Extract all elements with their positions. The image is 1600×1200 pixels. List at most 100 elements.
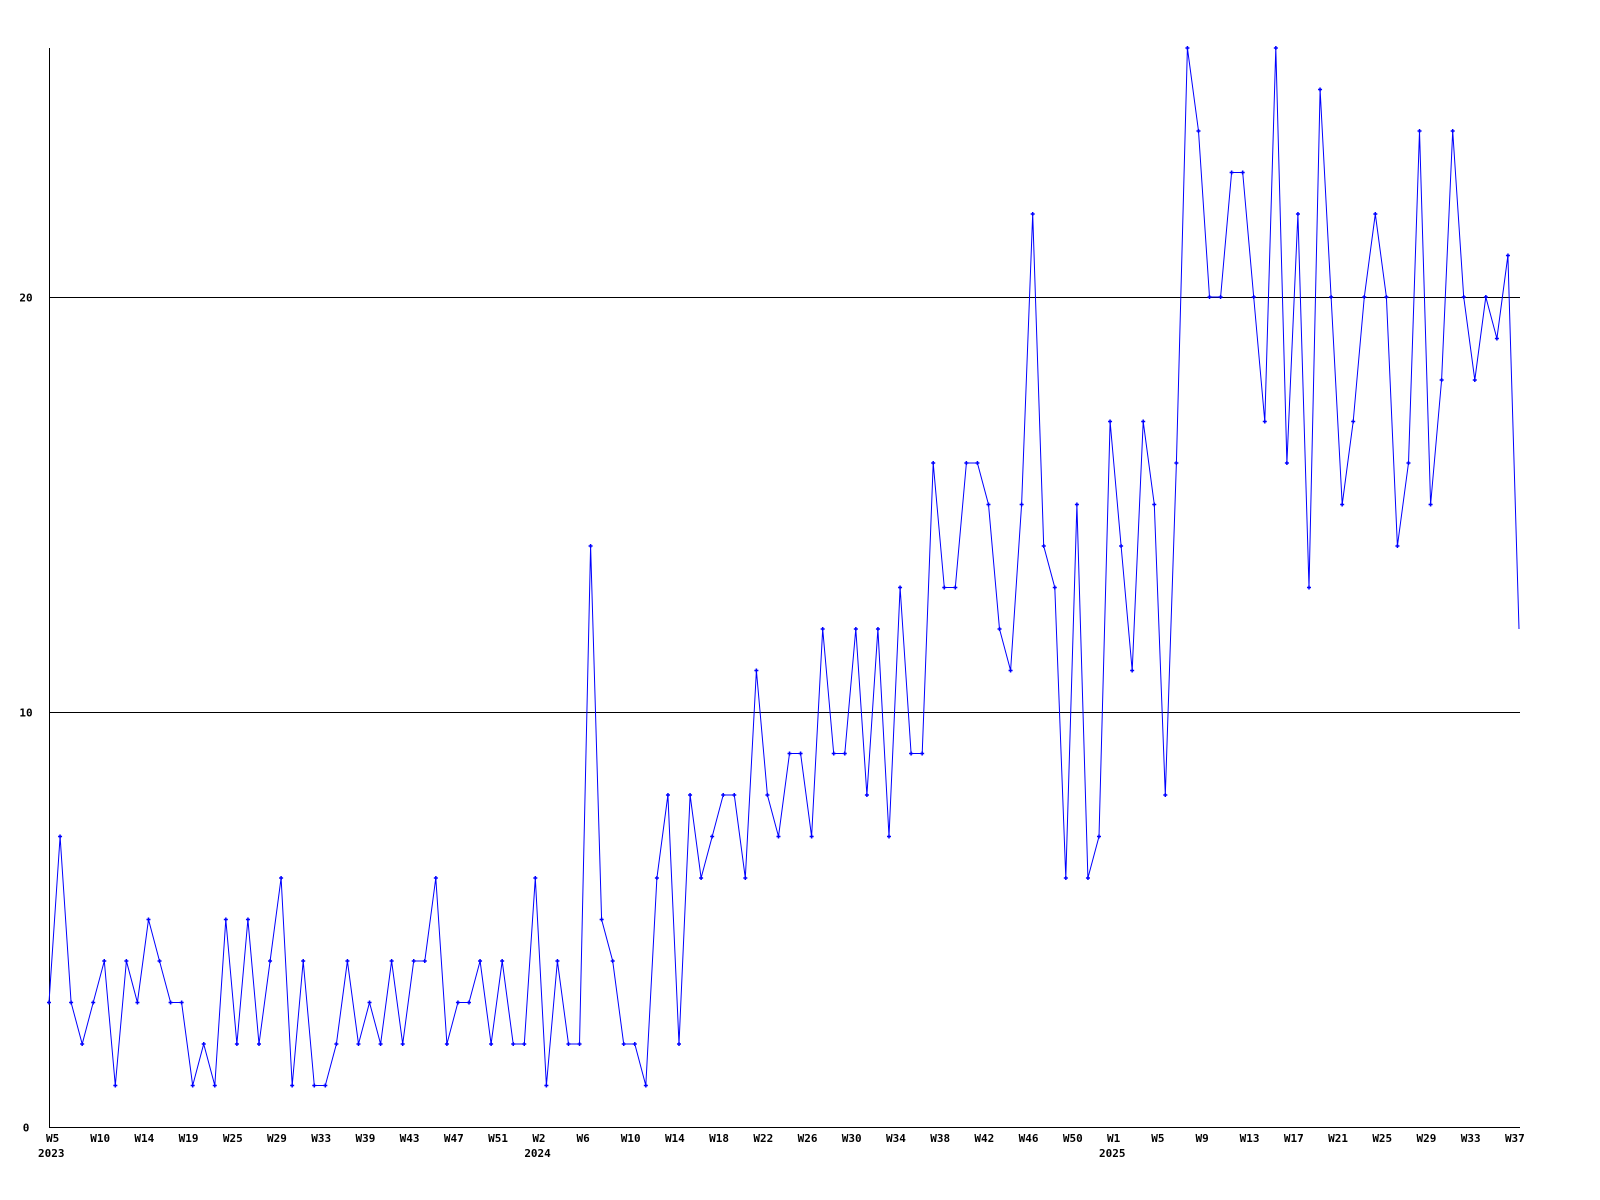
data-point	[102, 959, 107, 963]
data-point	[699, 876, 704, 880]
data-point	[875, 627, 880, 631]
data-point	[201, 1042, 206, 1046]
x-tick-label: W5	[1151, 1132, 1164, 1145]
data-point	[953, 585, 958, 590]
data-point	[1384, 295, 1389, 299]
x-tick-label: W46	[1019, 1132, 1039, 1145]
data-point	[279, 876, 284, 880]
x-tick-label: W25	[223, 1132, 243, 1145]
data-point	[776, 834, 781, 839]
data-point	[268, 959, 273, 963]
data-point	[124, 959, 129, 963]
data-point	[411, 959, 416, 963]
x-tick-label: W34	[886, 1132, 906, 1145]
data-point	[1307, 585, 1311, 590]
data-point	[1340, 502, 1345, 507]
data-point	[975, 461, 980, 465]
data-point	[467, 1000, 471, 1005]
series	[47, 46, 1520, 1088]
data-point	[422, 959, 427, 963]
data-point	[942, 585, 947, 590]
data-point	[58, 834, 63, 839]
data-point	[588, 544, 593, 548]
data-point	[1108, 419, 1113, 424]
data-point	[798, 751, 803, 756]
data-point	[1163, 793, 1168, 797]
data-point	[599, 917, 604, 922]
data-point	[433, 876, 438, 880]
data-point	[1417, 129, 1422, 133]
data-point	[1074, 502, 1079, 507]
data-point	[1174, 461, 1179, 465]
x-tick-label: W6	[577, 1132, 591, 1145]
data-point	[489, 1042, 494, 1046]
x-tick-label: W2	[532, 1132, 545, 1145]
data-point	[853, 627, 858, 631]
data-point	[1318, 87, 1323, 92]
data-point	[1218, 295, 1223, 299]
data-point	[1251, 295, 1256, 299]
data-point	[47, 1000, 51, 1005]
gridlines	[49, 297, 1520, 713]
data-point	[80, 1042, 85, 1046]
x-tick-label: W37	[1505, 1132, 1525, 1145]
x-tick-label: W22	[753, 1132, 773, 1145]
data-point	[1152, 502, 1157, 507]
data-point	[1450, 129, 1455, 133]
data-point	[367, 1000, 372, 1005]
x-tick-label: W10	[90, 1132, 110, 1145]
x-tick-label: W17	[1284, 1132, 1304, 1145]
data-point	[665, 793, 670, 797]
data-point	[643, 1083, 648, 1088]
data-point	[887, 834, 891, 839]
data-point	[1097, 834, 1101, 839]
x-tick-label: W21	[1328, 1132, 1348, 1145]
data-point	[544, 1083, 549, 1088]
data-point	[400, 1042, 405, 1046]
data-point	[831, 751, 836, 756]
data-point	[1185, 46, 1190, 50]
year-label: 2025	[1099, 1147, 1126, 1160]
data-point	[522, 1042, 527, 1046]
year-label: 2023	[38, 1147, 65, 1160]
data-point	[931, 461, 936, 465]
x-tick-label: W25	[1372, 1132, 1392, 1145]
data-point	[146, 917, 151, 922]
data-point	[1196, 129, 1201, 133]
data-point	[898, 585, 903, 590]
x-tick-label: W39	[355, 1132, 375, 1145]
data-point	[864, 793, 869, 797]
x-tick-label: W42	[974, 1132, 994, 1145]
data-point	[378, 1042, 383, 1046]
data-point	[743, 876, 748, 880]
x-tick-label: W33	[1461, 1132, 1481, 1145]
data-point	[1141, 419, 1146, 424]
data-point	[765, 793, 770, 797]
x-tick-label: W38	[930, 1132, 950, 1145]
data-point	[1063, 876, 1068, 880]
data-point	[334, 1042, 339, 1046]
data-point	[1362, 295, 1367, 299]
data-point	[909, 751, 914, 756]
data-point	[69, 1000, 74, 1005]
data-point	[820, 627, 825, 631]
data-point	[113, 1083, 118, 1088]
data-point	[1483, 295, 1488, 299]
data-point	[754, 668, 759, 673]
data-point	[91, 1000, 96, 1005]
data-point	[654, 876, 659, 880]
data-point	[1428, 502, 1433, 507]
data-point	[710, 834, 715, 839]
x-tick-label: W19	[179, 1132, 199, 1145]
x-tick-label: W47	[444, 1132, 464, 1145]
data-point	[1351, 419, 1356, 424]
data-point	[1461, 295, 1466, 299]
data-point	[688, 793, 693, 797]
data-point	[610, 959, 615, 963]
data-point	[511, 1042, 516, 1046]
x-tick-label: W30	[842, 1132, 862, 1145]
data-point	[301, 959, 306, 963]
x-tick-label: W51	[488, 1132, 508, 1145]
data-point	[732, 793, 737, 797]
x-tick-label: W43	[400, 1132, 420, 1145]
